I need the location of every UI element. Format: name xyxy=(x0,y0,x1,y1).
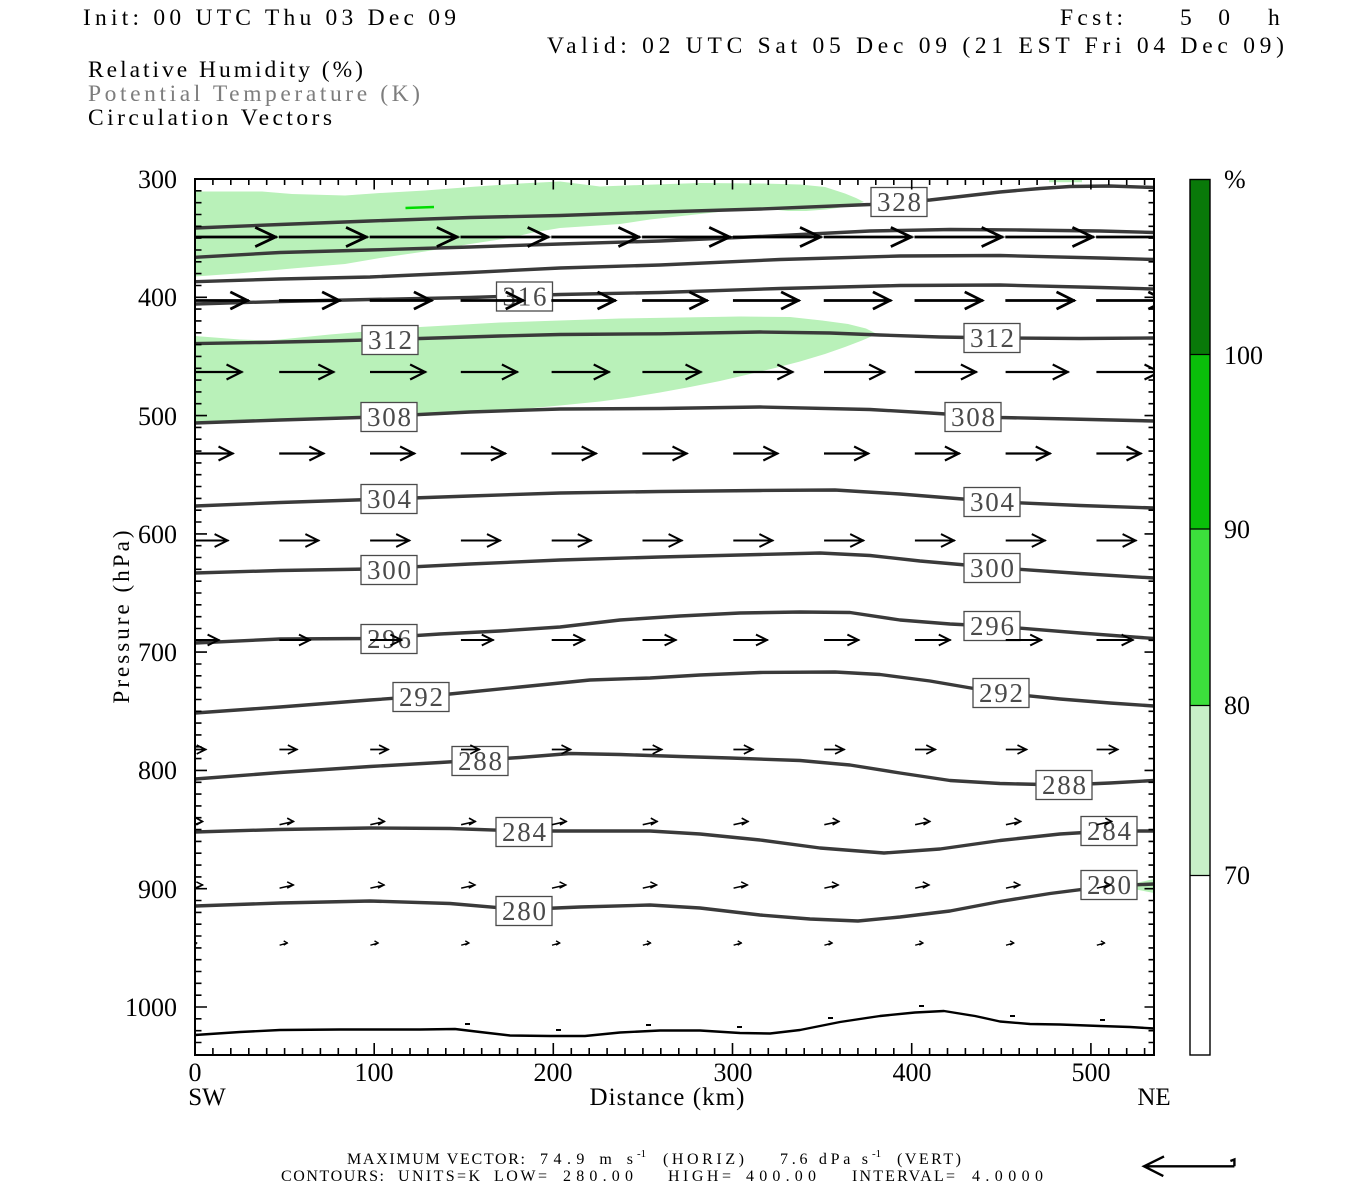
svg-text:292: 292 xyxy=(399,682,443,712)
svg-text:296: 296 xyxy=(970,611,1014,641)
svg-text:NE: NE xyxy=(1137,1084,1170,1111)
svg-text:500: 500 xyxy=(138,402,177,431)
svg-text:-1: -1 xyxy=(872,1148,881,1160)
svg-text:328: 328 xyxy=(877,187,921,217)
svg-text:(HORIZ): (HORIZ) xyxy=(663,1151,744,1168)
svg-text:288: 288 xyxy=(458,746,502,776)
svg-text:292: 292 xyxy=(979,678,1023,708)
svg-text:304: 304 xyxy=(367,484,412,514)
svg-text:400: 400 xyxy=(138,283,177,312)
svg-text:600: 600 xyxy=(138,520,177,549)
svg-text:UNITS=K: UNITS=K xyxy=(398,1168,480,1185)
svg-text:300: 300 xyxy=(714,1058,753,1087)
svg-text:312: 312 xyxy=(368,325,412,355)
svg-text:312: 312 xyxy=(970,323,1014,353)
svg-text:CONTOURS:: CONTOURS: xyxy=(281,1168,384,1185)
svg-text:200: 200 xyxy=(534,1058,573,1087)
svg-text:300: 300 xyxy=(970,553,1014,583)
svg-text:90: 90 xyxy=(1224,515,1250,544)
svg-text:MAXIMUM VECTOR:: MAXIMUM VECTOR: xyxy=(347,1151,525,1168)
svg-text:700: 700 xyxy=(138,638,177,667)
svg-text:308: 308 xyxy=(367,402,411,432)
svg-text:80: 80 xyxy=(1224,691,1250,720)
svg-text:800: 800 xyxy=(138,756,177,785)
svg-text:Relative Humidity (%): Relative Humidity (%) xyxy=(88,57,363,83)
svg-text:100: 100 xyxy=(355,1058,394,1087)
svg-text:300: 300 xyxy=(367,555,411,585)
svg-text:70: 70 xyxy=(1224,861,1250,890)
svg-text:308: 308 xyxy=(951,402,995,432)
svg-text:300: 300 xyxy=(138,165,177,194)
svg-text:SW: SW xyxy=(188,1084,226,1111)
svg-text:%: % xyxy=(1224,165,1246,194)
svg-text:900: 900 xyxy=(138,875,177,904)
svg-text:0: 0 xyxy=(189,1058,202,1087)
svg-text:7.6 dPa s: 7.6 dPa s xyxy=(780,1151,868,1168)
svg-text:304: 304 xyxy=(970,487,1015,517)
svg-text:100: 100 xyxy=(1224,341,1263,370)
svg-text:-1: -1 xyxy=(637,1148,646,1160)
svg-text:500: 500 xyxy=(1072,1058,1111,1087)
svg-text:400: 400 xyxy=(893,1058,932,1087)
svg-text:LOW=: LOW= xyxy=(494,1168,547,1185)
svg-text:Circulation Vectors: Circulation Vectors xyxy=(88,105,332,131)
svg-text:HIGH=: HIGH= xyxy=(668,1168,731,1185)
svg-text:Init: 00 UTC Thu 03 Dec 09: Init: 00 UTC Thu 03 Dec 09 xyxy=(83,5,456,31)
svg-text:h: h xyxy=(1268,5,1280,31)
svg-text:INTERVAL=: INTERVAL= xyxy=(852,1168,955,1185)
svg-text:Potential Temperature (K): Potential Temperature (K) xyxy=(88,81,420,107)
svg-text:Distance (km): Distance (km) xyxy=(590,1084,745,1111)
svg-text:288: 288 xyxy=(1042,770,1086,800)
svg-text:284: 284 xyxy=(502,817,547,847)
svg-text:1000: 1000 xyxy=(125,993,177,1022)
svg-text:280: 280 xyxy=(502,896,546,926)
